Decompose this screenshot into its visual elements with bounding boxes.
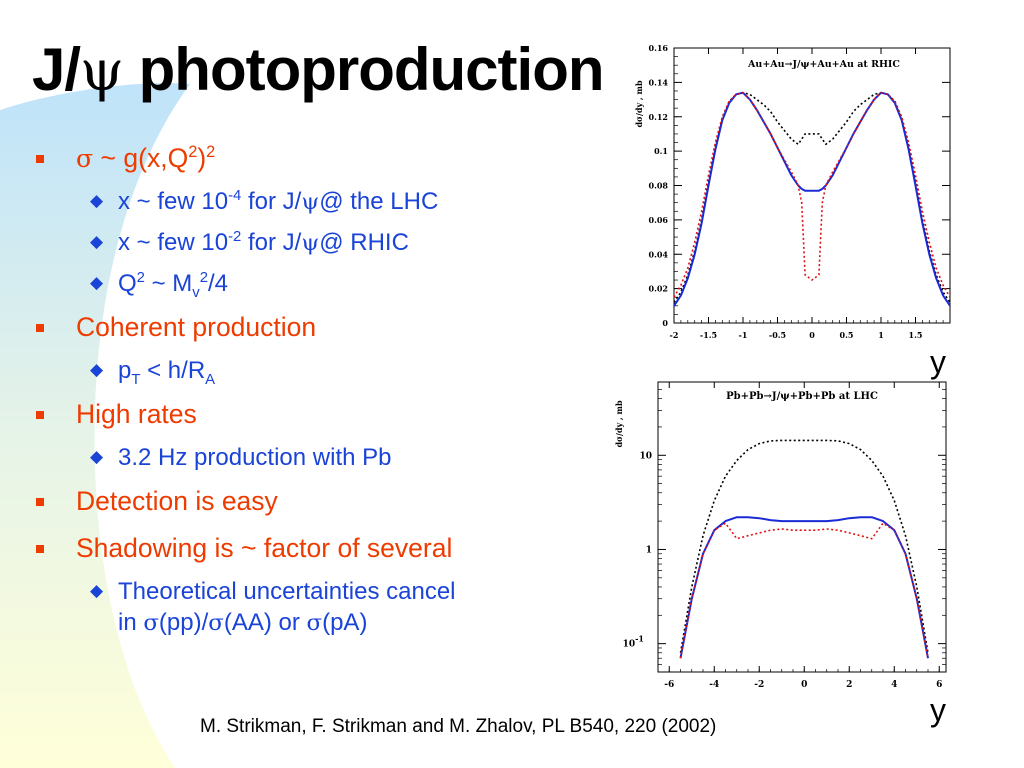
x-tick-label: 2 [846,680,852,690]
square-bullet-icon [36,155,44,163]
bullet-text: High rates [76,399,197,429]
sub-bullet-item: ◆ 3.2 Hz production with Pb [90,444,392,471]
bullet-text: Coherent production [76,312,317,342]
sub-bullet-item: ◆ Theoretical uncertainties cancel in σ(pp… [90,578,456,636]
y-tick-label: 10 [639,451,652,461]
square-bullet-icon [36,545,44,553]
diamond-bullet-icon: ◆ [90,273,104,293]
series-line [679,522,929,659]
chart-ylabel: dσ/dy , mb [614,400,624,447]
diamond-bullet-icon: ◆ [90,581,104,601]
bullet-item: Coherent production ◆ pT < h/RA [34,309,594,388]
bullet-text: Shadowing is ~ factor of several [76,533,453,563]
sub-bullet-list: ◆ Theoretical uncertainties cancel in σ(pp… [76,576,594,639]
chart-title: Au+Au→J/ψ+Au+Au at RHIC [747,59,900,70]
x-tick-label: 1.5 [909,330,923,340]
bullet-text: Detection is easy [76,486,278,516]
series-line [679,439,929,653]
square-bullet-icon [36,324,44,332]
chart-title: Pb+Pb→J/ψ+Pb+Pb at LHC [726,391,878,402]
bullet-item: Shadowing is ~ factor of several ◆ Theore… [34,530,594,639]
sub-bullet-item: ◆ x ~ few 10-2 for J/ψ@ RHIC [90,229,409,256]
x-tick-label: 0 [801,680,807,690]
x-tick-label: -1 [739,330,748,340]
slide-title: J/ψ photoproduction [32,36,604,104]
y-tick-label: 1 [646,545,652,555]
y-tick-label: 0.02 [649,284,668,294]
x-tick-label: -1.5 [700,330,717,340]
rhic-x-axis-label: y [930,344,946,380]
y-tick-label: 0 [662,318,668,328]
bullet-item: σ ~ g(x,Q2)2 ◆ x ~ few 10-4 for J/ψ@ the … [34,140,594,301]
bullet-text: σ ~ g(x,Q2)2 [76,143,216,173]
x-tick-label: -4 [709,680,719,690]
x-tick-label: -2 [754,680,764,690]
y-tick-label: 0.08 [649,181,669,191]
y-tick-label: 0.12 [649,112,668,122]
sub-bullet-item: ◆ Q2 ~ Mv2/4 [90,270,229,301]
psi-symbol: ψ [80,39,124,104]
diamond-bullet-icon: ◆ [90,232,104,252]
x-tick-label: 6 [936,680,942,690]
lhc-chart: dσ/dy , mb Pb+Pb→J/ψ+Pb+Pb at LHC -6 -4 -2… [614,381,947,690]
diamond-bullet-icon: ◆ [90,360,104,380]
y-tick-label: 0.04 [649,249,669,259]
diamond-bullet-icon: ◆ [90,191,104,211]
square-bullet-icon [36,498,44,506]
bullet-item: High rates ◆ 3.2 Hz production with Pb [34,396,594,473]
x-tick-label: -2 [670,330,679,340]
y-tick-label: 10-1 [623,634,644,650]
bullet-item: Detection is easy [34,483,594,520]
x-tick-label: 0 [809,330,815,340]
sub-bullet-list: ◆ x ~ few 10-4 for J/ψ@ the LHC ◆ x ~ few … [76,186,594,301]
diamond-bullet-icon: ◆ [90,447,104,467]
sub-bullet-list: ◆ pT < h/RA [76,355,594,388]
rhic-plot: dσ/dy , mb Au+Au→J/ψ+Au+Au at RHIC -2 -1.… [616,38,956,348]
x-tick-label: 4 [891,680,897,690]
series-line [679,516,929,659]
series-line [674,91,950,303]
sub-bullet-item: ◆ x ~ few 10-4 for J/ψ@ the LHC [90,188,439,215]
series-line [674,91,950,307]
y-tick-label: 0.16 [649,43,669,53]
x-tick-label: -0.5 [769,330,786,340]
sub-bullet-list: ◆ 3.2 Hz production with Pb [76,442,594,473]
x-tick-label: -6 [664,680,674,690]
series-line [674,91,950,298]
square-bullet-icon [36,411,44,419]
chart-ylabel: dσ/dy , mb [634,80,644,127]
rhic-chart: dσ/dy , mb Au+Au→J/ψ+Au+Au at RHIC -2 -1.… [634,43,951,340]
x-tick-label: 0.5 [840,330,854,340]
sub-bullet-item: ◆ pT < h/RA [90,357,216,388]
y-tick-label: 0.1 [654,146,668,156]
lhc-x-axis-label: y [930,692,946,728]
y-tick-label: 0.06 [649,215,669,225]
plot-frame [657,381,947,673]
y-tick-label: 0.14 [649,77,669,87]
plot-frame [673,47,951,324]
citation: M. Strikman, F. Strikman and M. Zhalov, … [200,716,717,737]
x-tick-label: 1 [878,330,884,340]
bullet-list: σ ~ g(x,Q2)2 ◆ x ~ few 10-4 for J/ψ@ the … [34,140,594,649]
lhc-plot: dσ/dy , mb Pb+Pb→J/ψ+Pb+Pb at LHC -6 -4 -2… [612,376,952,698]
